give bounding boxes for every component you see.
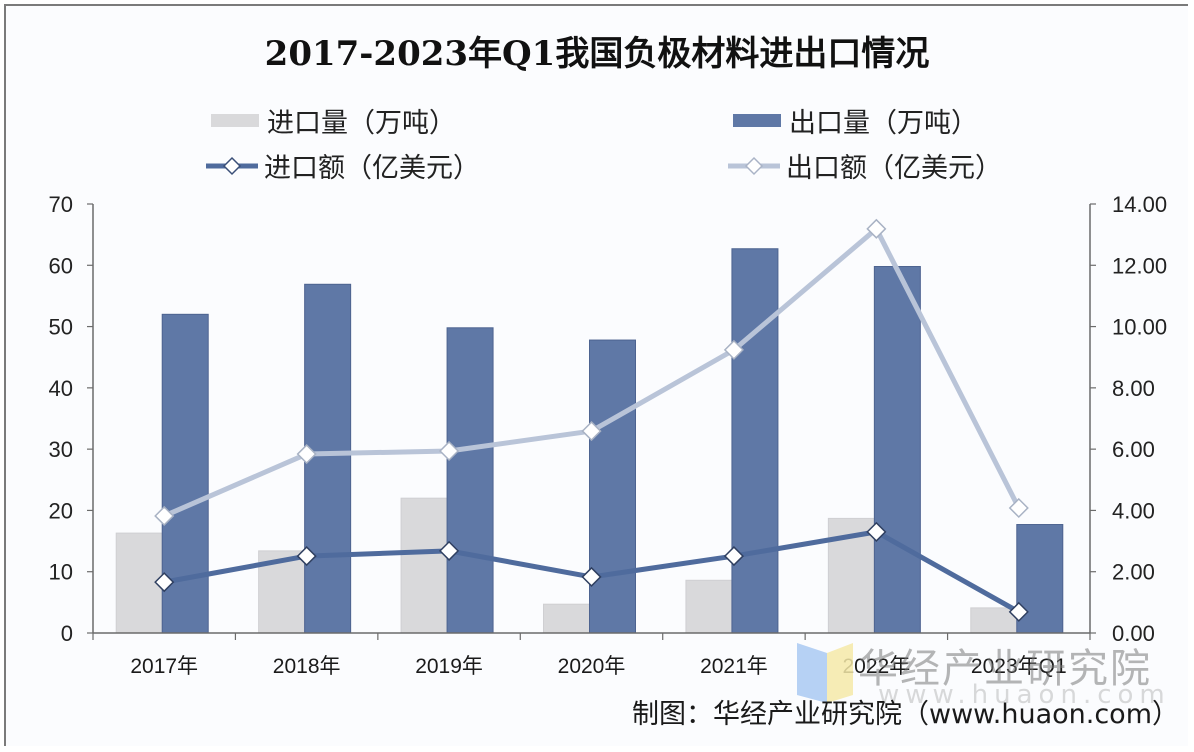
diamond-marker-icon	[723, 339, 744, 360]
left-axis-tick-label: 40	[49, 376, 73, 401]
left-axis-tick-label: 0	[61, 621, 73, 646]
diamond-marker-icon	[296, 546, 317, 567]
right-axis-tick-label: 0.00	[1112, 621, 1155, 646]
diamond-marker-icon	[154, 572, 175, 593]
right-axis-tick-label: 10.00	[1112, 315, 1167, 340]
legend-label: 进口额（亿美元）	[264, 153, 480, 184]
x-axis-tick-label: 2019年	[415, 655, 483, 678]
diamond-marker-icon	[1008, 497, 1029, 519]
watermark-url: www.huaon.com	[878, 680, 1171, 710]
legend-export-value: 出口额（亿美元）	[728, 146, 1002, 185]
right-axis-tick-label: 4.00	[1112, 498, 1155, 523]
left-axis-tick-label: 30	[49, 437, 73, 462]
legend-line-diamond-icon	[728, 156, 780, 175]
import-volume-bar	[685, 579, 733, 634]
diamond-marker-icon	[866, 521, 887, 542]
diamond-marker-icon	[296, 443, 317, 465]
legend-label: 出口量（万吨）	[789, 108, 978, 139]
right-axis-tick-label: 8.00	[1112, 376, 1155, 401]
legend-import-volume: 进口量（万吨）	[211, 101, 456, 140]
right-axis-tick-label: 2.00	[1112, 560, 1155, 585]
diamond-marker-icon	[723, 546, 744, 567]
export-volume-bar	[873, 266, 921, 634]
diamond-marker-icon	[581, 421, 602, 442]
export-volume-bar	[304, 283, 352, 634]
x-axis-tick-label: 2022年	[842, 655, 910, 678]
diamond-marker-icon	[866, 218, 887, 239]
legend-export-volume: 出口量（万吨）	[733, 101, 978, 140]
x-axis-tick-label: 2020年	[558, 655, 626, 678]
legend-line-diamond-icon	[206, 156, 258, 175]
legend-label: 进口量（万吨）	[267, 108, 456, 139]
diamond-marker-icon	[154, 505, 175, 527]
watermark-logo-icon	[797, 643, 857, 703]
diamond-marker-icon	[581, 566, 602, 587]
axes-group	[87, 203, 1096, 640]
chart-title: 2017-2023年Q1我国负极材料进出口情况	[264, 34, 930, 74]
left-axis-tick-label: 60	[49, 253, 73, 278]
lines-group	[154, 218, 1029, 622]
bars-group	[115, 248, 1064, 634]
export-volume-bar	[589, 339, 636, 634]
x-axis-tick-label: 2023年Q1	[971, 655, 1067, 678]
watermark-text: 华经产业研究院	[858, 646, 1152, 692]
legend-bar-swatch-icon	[211, 114, 259, 127]
right-axis-tick-label: 12.00	[1112, 253, 1167, 278]
export-volume-bar	[731, 248, 779, 634]
diamond-marker-icon	[439, 540, 460, 561]
left-axis-tick-label: 50	[49, 315, 73, 340]
left-axis-tick-label: 20	[49, 498, 73, 523]
right-axis-tick-label: 6.00	[1112, 437, 1155, 462]
x-axis-tick-label: 2021年	[700, 655, 768, 678]
legend-bar-swatch-icon	[733, 114, 781, 127]
diamond-marker-icon	[1008, 601, 1029, 622]
legend-import-value: 进口额（亿美元）	[206, 146, 480, 185]
legend-label: 出口额（亿美元）	[786, 153, 1002, 184]
x-axis-tick-label: 2017年	[130, 655, 198, 678]
x-axis-tick-label: 2018年	[273, 655, 341, 678]
chart-credit: 制图：华经产业研究院（www.huaon.com）	[632, 699, 1179, 730]
diamond-marker-icon	[439, 440, 460, 462]
import-volume-bar	[400, 497, 448, 634]
right-axis-tick-label: 14.00	[1112, 192, 1167, 217]
export-volume-bar	[446, 327, 494, 634]
tick-labels-group: 0 10 20 30 40 50 60 70 0.00 2.00 4.00 6.00 8.00 10.00…	[49, 192, 1168, 678]
left-axis-tick-label: 10	[49, 560, 73, 585]
left-axis-tick-label: 70	[49, 192, 73, 217]
import-volume-bar	[543, 603, 590, 634]
